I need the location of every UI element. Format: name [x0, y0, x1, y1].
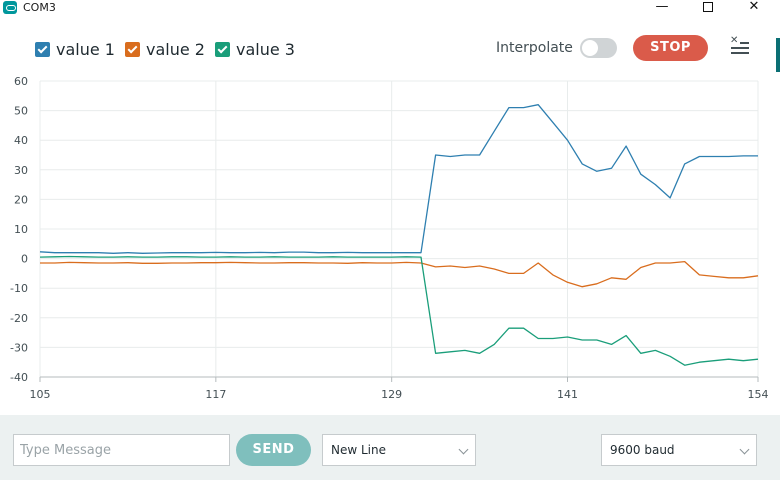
- baud-rate-select[interactable]: 9600 baud: [601, 434, 757, 466]
- interpolate-toggle[interactable]: [580, 38, 617, 58]
- legend-item-value-1[interactable]: value 1: [35, 39, 115, 59]
- y-tick-label: -20: [10, 312, 28, 325]
- send-button[interactable]: SEND: [236, 434, 311, 466]
- legend-item-value-3[interactable]: value 3: [215, 39, 295, 59]
- clear-button[interactable]: ✕: [729, 36, 751, 58]
- series-line-value-2: [40, 260, 759, 288]
- chevron-down-icon: [739, 444, 750, 455]
- y-tick-label: 50: [14, 105, 28, 118]
- title-bar: COM3 — ✕: [0, 0, 780, 16]
- legend-label: value 2: [146, 39, 205, 59]
- x-tick-label: 154: [748, 388, 769, 401]
- checkbox-value-3[interactable]: [215, 41, 230, 57]
- toggle-knob: [582, 40, 598, 56]
- close-button[interactable]: ✕: [748, 0, 760, 14]
- line-ending-value: New Line: [331, 443, 386, 457]
- legend-label: value 3: [236, 39, 295, 59]
- maximize-button[interactable]: [688, 0, 728, 16]
- window-title: COM3: [23, 1, 56, 14]
- checkbox-value-1[interactable]: [35, 41, 50, 57]
- y-tick-label: 30: [14, 164, 28, 177]
- legend-item-value-2[interactable]: value 2: [125, 39, 205, 59]
- y-tick-label: -40: [10, 371, 28, 384]
- maximize-icon: [703, 2, 713, 12]
- checkbox-value-2[interactable]: [125, 41, 140, 57]
- y-tick-label: -30: [10, 341, 28, 354]
- stop-button[interactable]: STOP: [633, 35, 708, 61]
- x-tick-label: 117: [205, 388, 226, 401]
- y-tick-label: 20: [14, 193, 28, 206]
- minimize-button[interactable]: —: [655, 0, 669, 14]
- y-tick-label: 0: [21, 253, 28, 266]
- x-tick-label: 129: [381, 388, 402, 401]
- interpolate-label: Interpolate: [496, 40, 573, 56]
- window-edge-accent: [776, 38, 780, 72]
- message-input[interactable]: [13, 434, 230, 466]
- y-tick-label: 10: [14, 223, 28, 236]
- y-tick-label: -10: [10, 282, 28, 295]
- arduino-app-icon: [3, 1, 17, 14]
- chevron-down-icon: [458, 444, 469, 455]
- baud-rate-value: 9600 baud: [610, 443, 675, 457]
- x-tick-label: 105: [30, 388, 51, 401]
- x-tick-label: 141: [557, 388, 578, 401]
- y-tick-label: 60: [14, 75, 28, 88]
- send-bar: SEND New Line 9600 baud: [0, 415, 780, 480]
- plotter-toolbar: value 1 value 2 value 3 Interpolate STOP…: [0, 30, 776, 70]
- series-line-value-1: [39, 104, 758, 254]
- series-line-value-3: [39, 255, 759, 366]
- line-ending-select[interactable]: New Line: [322, 434, 476, 466]
- legend-label: value 1: [56, 39, 115, 59]
- y-tick-label: 40: [14, 134, 28, 147]
